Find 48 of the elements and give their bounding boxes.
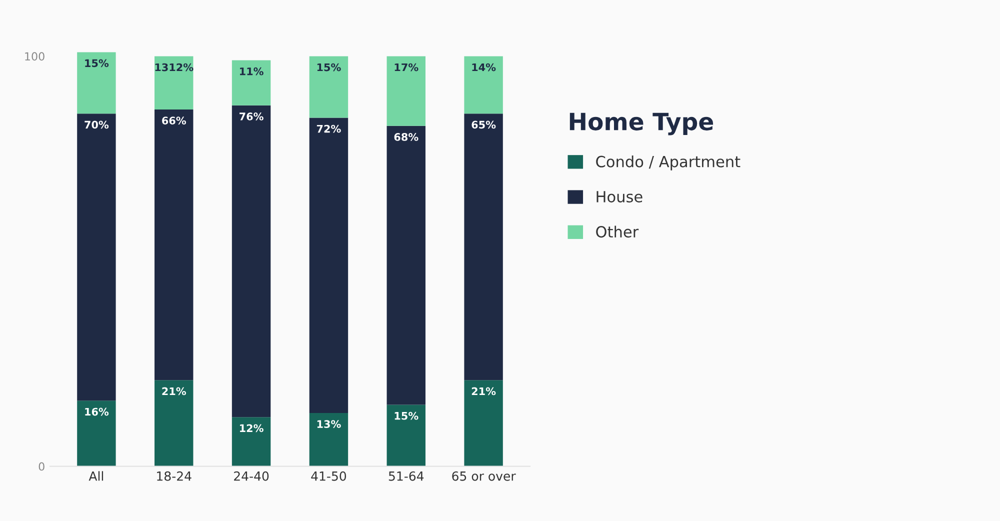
- data-label: 15%: [85, 59, 109, 68]
- bar: [77, 400, 116, 466]
- bar: [309, 412, 348, 466]
- data-label: 21%: [162, 387, 186, 396]
- bar: [464, 114, 503, 380]
- data-label: 16%: [85, 408, 109, 416]
- data-label: 70%: [84, 120, 109, 129]
- data-label: 15%: [317, 63, 341, 72]
- x-tick-label: 65 or over: [452, 471, 516, 481]
- x-tick-label: All: [88, 471, 104, 481]
- bar: [309, 118, 348, 413]
- data-label: 17%: [394, 63, 418, 72]
- bar: [154, 380, 194, 466]
- data-label: 21%: [472, 387, 496, 396]
- x-tick-label: 18-24: [157, 471, 192, 481]
- legend-label: House: [596, 191, 642, 202]
- bar: [154, 56, 194, 110]
- x-tick-label: 51-64: [388, 471, 424, 481]
- bar: [154, 110, 194, 380]
- data-label: 68%: [394, 133, 418, 141]
- data-label: 12%: [240, 424, 264, 432]
- data-label: 76%: [240, 112, 264, 120]
- data-label: 13%: [317, 420, 341, 428]
- bar: [464, 56, 503, 114]
- data-label: 66%: [162, 116, 186, 125]
- bar: [77, 52, 116, 114]
- legend-label: Other: [596, 226, 639, 238]
- data-label: 14%: [472, 63, 496, 72]
- legend-title: Home Type: [570, 112, 714, 136]
- bar: [386, 56, 426, 126]
- x-tick-label: 41-50: [311, 471, 346, 481]
- bar: [309, 56, 348, 118]
- bar: [232, 105, 271, 418]
- data-label: 72%: [316, 124, 341, 133]
- legend-label: Condo / Apartment: [596, 156, 740, 170]
- bar: [232, 60, 271, 106]
- annotation: 1312%: [155, 63, 194, 72]
- y-tick-label: 100: [25, 52, 44, 61]
- x-tick-label: 24-40: [234, 471, 269, 481]
- data-label: 11%: [240, 67, 264, 76]
- data-label: 65%: [472, 120, 496, 129]
- bar: [232, 417, 271, 466]
- bar: [386, 404, 426, 466]
- bar: [386, 126, 426, 405]
- bar: [77, 114, 116, 401]
- data-label: 15%: [394, 412, 418, 420]
- bar: [464, 380, 503, 466]
- y-tick-label: 0: [38, 462, 44, 471]
